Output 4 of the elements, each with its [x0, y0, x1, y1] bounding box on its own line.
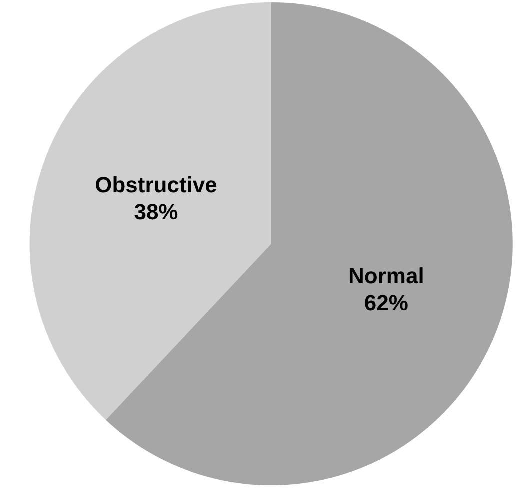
slice-label: Normal — [348, 264, 424, 289]
data-label: 62% — [364, 290, 408, 316]
slice-label: Obstructive — [95, 172, 218, 198]
data-label: 38% — [134, 199, 178, 224]
